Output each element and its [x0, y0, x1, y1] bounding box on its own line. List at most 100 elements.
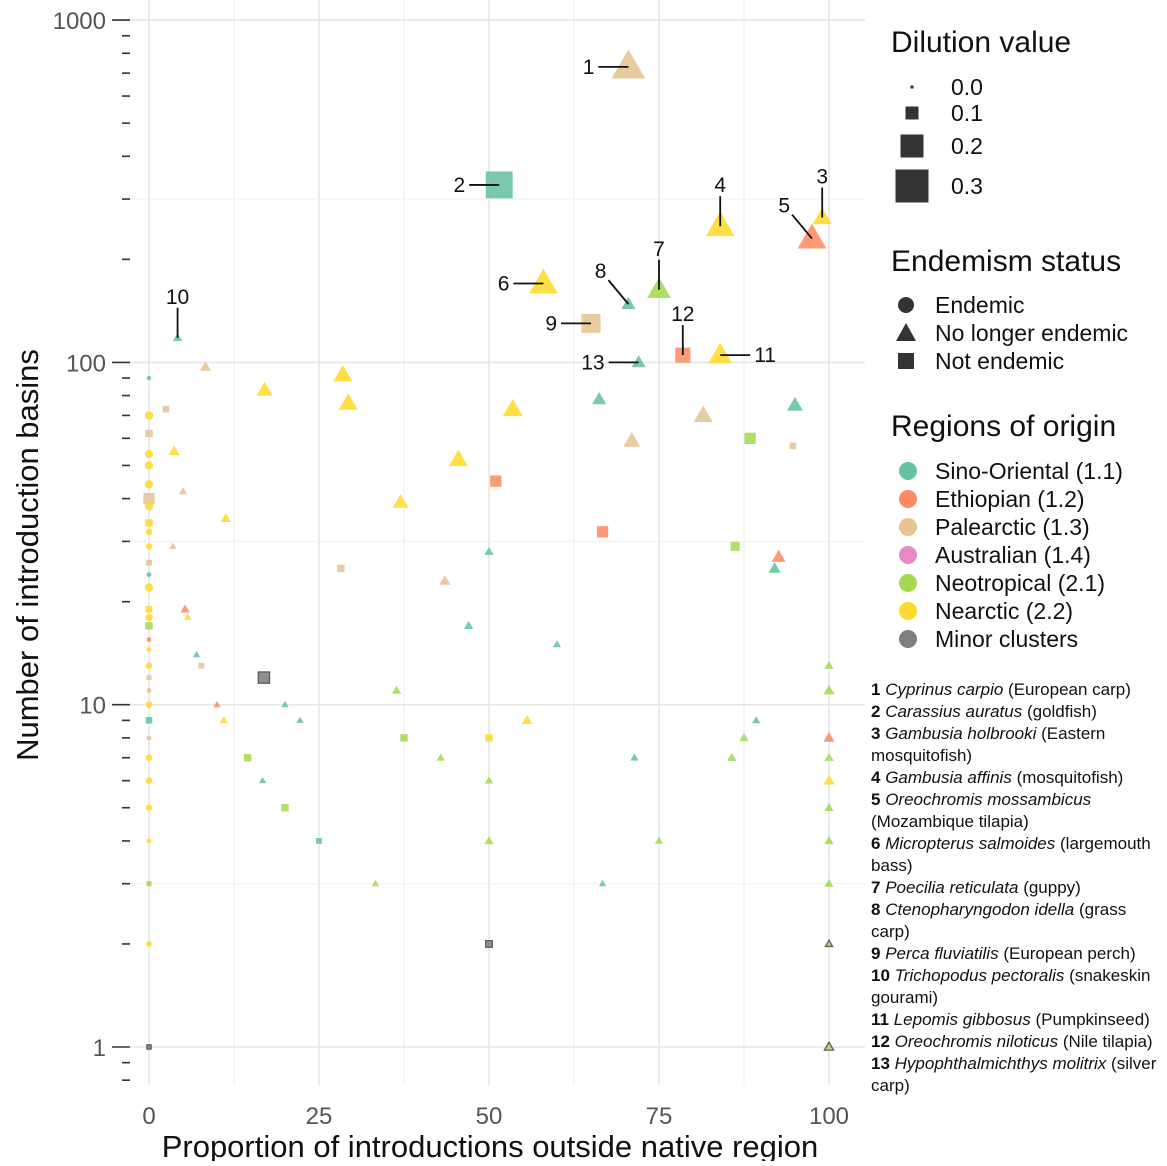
- species-key-common: (goldfish): [1026, 702, 1097, 721]
- legend-endemism-swatch: [898, 353, 914, 369]
- data-point: [391, 685, 402, 694]
- labeled-point-13: [631, 355, 646, 368]
- data-point: [145, 701, 153, 708]
- point-label-6: 6: [498, 273, 510, 296]
- species-key-number: 10: [871, 966, 890, 985]
- data-point: [824, 836, 834, 845]
- data-point: [146, 675, 152, 681]
- species-key-latin: Carassius auratus: [885, 702, 1023, 721]
- species-key-latin: Trichopodus pectoralis: [894, 966, 1065, 985]
- species-key-common: (European carp): [1008, 680, 1131, 699]
- data-point: [168, 445, 180, 456]
- legend-dilution-label: 0.1: [951, 100, 983, 126]
- data-point: [146, 637, 152, 642]
- data-point: [296, 716, 304, 723]
- y-tick-label: 1: [93, 1035, 106, 1062]
- data-point: [144, 449, 154, 459]
- species-key-number: 13: [871, 1054, 890, 1073]
- species-key-common: (Eastern mosquitofish): [871, 724, 1106, 765]
- species-key-latin: Oreochromis mossambicus: [885, 790, 1092, 809]
- data-point: [316, 837, 322, 844]
- legend-region-label: Nearctic (2.2): [935, 598, 1073, 624]
- point-label-7: 7: [653, 238, 665, 261]
- data-point: [744, 432, 756, 444]
- species-key-latin: Hypophthalmichthys molitrix: [894, 1054, 1107, 1073]
- data-point: [145, 754, 153, 761]
- data-point: [143, 492, 155, 505]
- data-point: [439, 575, 451, 585]
- data-point: [169, 542, 177, 549]
- data-point: [771, 549, 786, 562]
- leader-line-5: [791, 214, 813, 240]
- data-point: [178, 487, 188, 495]
- data-point: [824, 802, 834, 811]
- point-label-9: 9: [545, 312, 557, 335]
- species-key-number: 4: [871, 768, 881, 787]
- species-key-entry: 9 Perca fluviatilis (European perch): [871, 943, 1166, 965]
- data-point: [693, 405, 713, 422]
- legend-region-swatch: [899, 490, 917, 508]
- data-point: [823, 774, 835, 785]
- labeled-point-6: [529, 268, 558, 294]
- species-key-number: 6: [871, 834, 881, 853]
- species-key-common: (European perch): [1003, 944, 1136, 963]
- data-point: [145, 519, 153, 527]
- data-point: [213, 700, 221, 708]
- legend-region-label: Ethiopian (1.2): [935, 486, 1085, 512]
- point-label-1: 1: [583, 56, 595, 79]
- data-point: [146, 838, 152, 844]
- point-label-5: 5: [778, 195, 790, 218]
- data-point: [146, 559, 152, 566]
- data-point: [144, 502, 154, 511]
- data-point: [485, 940, 493, 948]
- data-point: [145, 777, 153, 784]
- species-key-entry: 3 Gambusia holbrooki (Eastern mosquitofi…: [871, 723, 1166, 767]
- legend-regions-title: Regions of origin: [891, 410, 1116, 443]
- species-key-number: 9: [871, 944, 881, 963]
- species-key-latin: Gambusia holbrooki: [885, 724, 1037, 743]
- x-tick-label: 0: [142, 1103, 155, 1130]
- data-point: [145, 613, 153, 622]
- x-tick-label: 100: [809, 1103, 849, 1130]
- data-point: [521, 715, 533, 724]
- y-tick-label: 100: [66, 350, 106, 377]
- data-point: [146, 647, 152, 652]
- species-key-common: (grass carp): [871, 900, 1127, 941]
- data-point: [598, 879, 607, 887]
- species-key-entry: 10 Trichopodus pectoralis (snakeskin gou…: [871, 965, 1166, 1009]
- species-key-number: 12: [871, 1032, 890, 1051]
- data-point: [596, 526, 609, 538]
- data-point: [484, 776, 494, 784]
- data-point: [730, 541, 740, 551]
- legend-region-swatch: [899, 574, 917, 592]
- data-point: [220, 513, 231, 522]
- data-point: [146, 941, 152, 947]
- data-point: [485, 734, 493, 742]
- legend-dilution-label: 0.0: [951, 74, 983, 100]
- species-key-number: 11: [871, 1010, 889, 1029]
- data-point: [752, 716, 761, 724]
- data-point: [256, 381, 273, 396]
- y-tick-label: 10: [79, 693, 106, 720]
- data-point: [145, 717, 153, 724]
- legend-endemism-label: Not endemic: [935, 348, 1064, 374]
- species-key-number: 3: [871, 724, 881, 743]
- data-point: [654, 836, 664, 844]
- legend-dilution-title: Dilution value: [891, 26, 1071, 59]
- data-point: [145, 605, 153, 613]
- species-key-entry: 13 Hypophthalmichthys molitrix (silver c…: [871, 1053, 1166, 1097]
- species-key-latin: Cyprinus carpio: [885, 680, 1004, 699]
- legend-dilution-swatch: [910, 85, 914, 89]
- plot-panel: [130, 0, 865, 1085]
- legend-endemism-title: Endemism status: [891, 245, 1121, 278]
- data-point: [257, 671, 271, 684]
- legend-dilution-label: 0.2: [951, 133, 983, 159]
- data-point: [592, 392, 607, 405]
- data-point: [337, 564, 345, 573]
- species-key-common: (guppy): [1023, 878, 1081, 897]
- data-point: [199, 361, 212, 371]
- data-point: [789, 442, 797, 450]
- data-point: [145, 804, 153, 812]
- data-point: [146, 375, 152, 381]
- data-point: [145, 622, 153, 630]
